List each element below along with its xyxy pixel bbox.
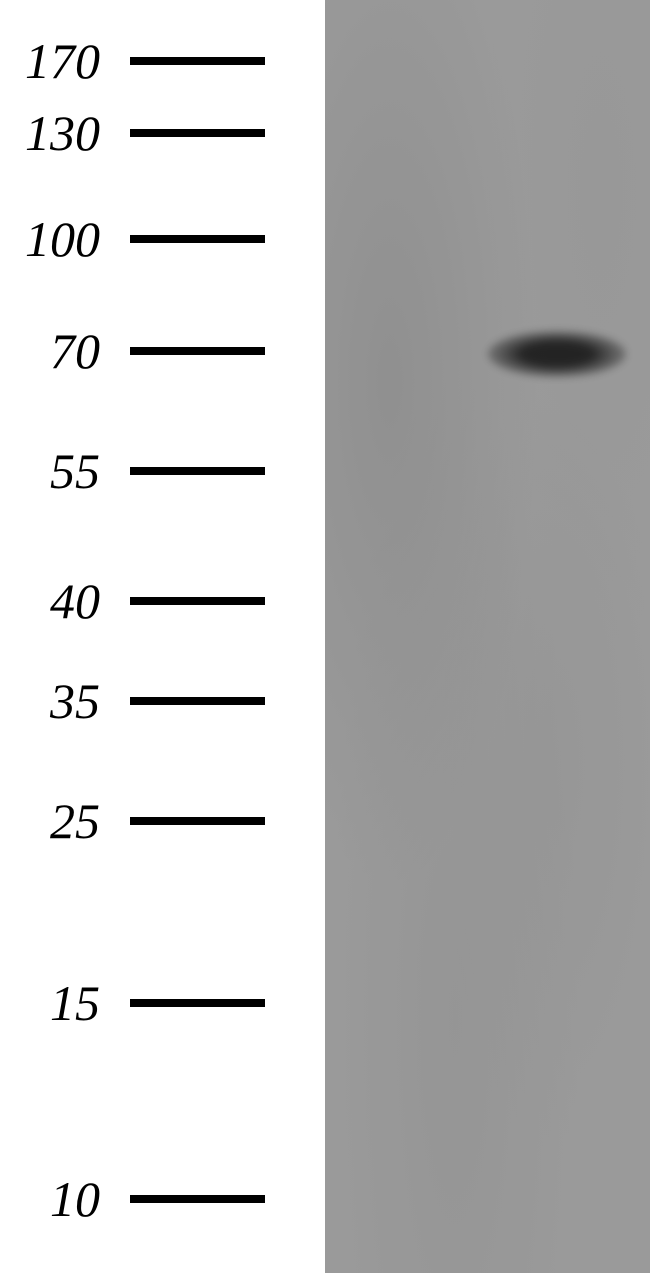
- marker-row: 170: [0, 32, 325, 90]
- marker-label: 15: [0, 974, 130, 1032]
- marker-tick: [130, 697, 265, 705]
- marker-row: 55: [0, 442, 325, 500]
- marker-tick: [130, 999, 265, 1007]
- marker-tick: [130, 467, 265, 475]
- marker-row: 15: [0, 974, 325, 1032]
- marker-label: 55: [0, 442, 130, 500]
- marker-label: 35: [0, 672, 130, 730]
- marker-row: 25: [0, 792, 325, 850]
- marker-tick: [130, 817, 265, 825]
- marker-row: 70: [0, 322, 325, 380]
- marker-tick: [130, 1195, 265, 1203]
- marker-row: 35: [0, 672, 325, 730]
- marker-label: 130: [0, 104, 130, 162]
- molecular-weight-ladder: 170 130 100 70 55 40 35 25 15 10: [0, 0, 325, 1273]
- marker-tick: [130, 235, 265, 243]
- marker-label: 25: [0, 792, 130, 850]
- marker-label: 40: [0, 572, 130, 630]
- marker-row: 40: [0, 572, 325, 630]
- marker-label: 10: [0, 1170, 130, 1228]
- protein-band: [488, 331, 626, 377]
- marker-label: 100: [0, 210, 130, 268]
- marker-tick: [130, 57, 265, 65]
- marker-label: 70: [0, 322, 130, 380]
- marker-row: 130: [0, 104, 325, 162]
- marker-tick: [130, 347, 265, 355]
- marker-tick: [130, 597, 265, 605]
- blot-membrane: [325, 0, 650, 1273]
- marker-row: 10: [0, 1170, 325, 1228]
- marker-row: 100: [0, 210, 325, 268]
- marker-label: 170: [0, 32, 130, 90]
- membrane-texture: [325, 0, 650, 1273]
- marker-tick: [130, 129, 265, 137]
- western-blot-figure: 170 130 100 70 55 40 35 25 15 10: [0, 0, 650, 1273]
